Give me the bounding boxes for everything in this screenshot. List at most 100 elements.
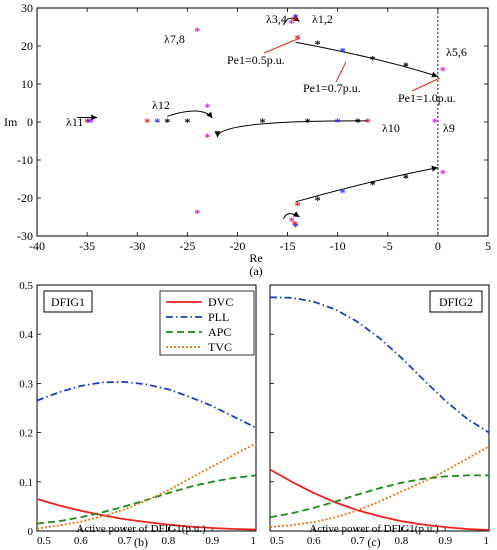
eigenvalue-marker: * — [315, 193, 321, 207]
eigenvalue-markers: * ******* ***************** * * * ******* — [84, 11, 446, 234]
eigenvalue-marker: * — [292, 218, 298, 232]
eigenvalue-marker: * — [289, 214, 295, 228]
series-line-tvc — [36, 442, 257, 530]
x-tick-label: 0.9 — [438, 535, 452, 547]
panel-caption: (a) — [249, 264, 262, 278]
x-tick-label: -10 — [330, 239, 346, 253]
eigenvalue-marker: * — [432, 115, 438, 129]
eigenvalue-marker: * — [440, 64, 446, 78]
label-lambda-34: λ3,4 — [266, 12, 287, 26]
eigenvalue-marker: * — [194, 206, 200, 220]
label-lambda-12-pair: λ1,2 — [312, 12, 333, 26]
x-axis-label: Active power of DFIG1(p.u.) — [76, 523, 206, 535]
legend-label-tvc: TVC — [208, 340, 232, 354]
axis-ticks: -40 -35 -30 -25 -20 -15 -10 -5 0 5 30 20 10 0 -10 -20 -3… — [17, 1, 491, 253]
eigenvalue-marker: * — [88, 115, 94, 129]
eigenvalue-marker: * — [365, 115, 371, 129]
eigenvalue-marker: * — [315, 37, 321, 51]
plot-frame — [36, 284, 257, 532]
x-tick-label: 1 — [251, 535, 257, 547]
series-line-apc — [269, 474, 489, 519]
x-tick-label: 0.7 — [351, 535, 365, 547]
annotation-pe1-0-5: Pe1=0.5p.u. — [227, 53, 285, 67]
eigenvalue-marker: * — [184, 115, 190, 129]
eigenvalue-marker: * — [204, 100, 210, 114]
x-tick-label: 1 — [484, 535, 490, 547]
title-box-label: DFIG2 — [439, 295, 473, 309]
y-tick-label: 20 — [21, 39, 33, 53]
label-lambda-10: λ10 — [382, 121, 400, 135]
title-box — [429, 290, 483, 313]
title-box — [43, 290, 93, 313]
series-line-dvc — [36, 498, 257, 531]
series-line-apc — [36, 474, 257, 525]
y-axis-label: Im — [4, 115, 18, 129]
axis-ticks: 0.5 0.6 0.7 0.8 0.9 1 — [269, 284, 490, 547]
eigenvalue-marker: * — [305, 115, 311, 129]
eigenvalue-marker: * — [440, 166, 446, 180]
y-tick-label: 0.2 — [19, 428, 33, 440]
legend-label-dvc: DVC — [208, 295, 233, 309]
x-tick-label: 0.8 — [395, 535, 409, 547]
x-tick-label: 0 — [435, 239, 441, 253]
series-line-pll — [36, 380, 257, 429]
arrow-lambda-34-lower — [283, 211, 300, 220]
eigenvalue-marker: * — [154, 115, 160, 129]
arrow-lower-branch — [295, 165, 438, 203]
eigenvalue-marker: * — [86, 115, 92, 129]
annotation-pe1-1-0: Pe1=1.0p.u. — [398, 91, 456, 105]
y-tick-label: 0 — [28, 526, 34, 538]
y-tick-label: -20 — [17, 191, 33, 205]
label-lambda-56: λ5,6 — [446, 45, 467, 59]
eigenvalue-marker: * — [293, 11, 299, 25]
label-lambda-12: λ12 — [152, 98, 170, 112]
x-tick-label: 0.9 — [205, 535, 219, 547]
x-tick-label: -15 — [280, 239, 296, 253]
series-line-dvc — [269, 468, 490, 531]
dfig1-participation-plot: 0.5 0.6 0.7 0.8 0.9 1 0 0.1 0.2 0.3 0.4 0.5 DFIG1 D… — [19, 280, 257, 549]
eigenvalue-marker: * — [370, 178, 376, 192]
legend-box — [159, 290, 255, 356]
dfig2-participation-plot: 0.5 0.6 0.7 0.8 0.9 1 DFIG2 Active power of D… — [269, 284, 490, 549]
annotation-pe1-0-7: Pe1=0.7p.u. — [303, 81, 361, 95]
eigenvalue-marker: * — [355, 115, 361, 129]
x-axis-label: Active power of DFIG1(p.u.) — [309, 523, 439, 535]
axis-ticks: 0.5 0.6 0.7 0.8 0.9 1 0 0.1 0.2 0.3 0.4 0.5 — [19, 280, 257, 547]
x-tick-label: 0.5 — [270, 535, 284, 547]
eigenvalue-marker: * — [260, 115, 266, 129]
eigenvalue-marker: * — [340, 185, 346, 199]
y-tick-label: 0 — [27, 115, 33, 129]
annotation-pointer-1-0 — [411, 77, 441, 92]
eigenvalue-plot: -40 -35 -30 -25 -20 -15 -10 -5 0 5 30 20 10 0 -10 -20 -3… — [4, 1, 491, 278]
eigenvalue-marker: * — [144, 115, 150, 129]
x-tick-label: 0.6 — [74, 535, 88, 547]
eigenvalue-marker: * — [295, 31, 301, 45]
eigenvalue-marker: * — [194, 24, 200, 38]
y-tick-label: 30 — [21, 1, 33, 15]
x-axis-label: Re — [249, 251, 262, 265]
eigenvalue-marker: * — [293, 220, 299, 234]
arrow-lambda-10 — [214, 120, 368, 138]
eigenvalue-marker: * — [340, 45, 346, 59]
x-tick-label: 0.5 — [37, 535, 51, 547]
x-tick-label: 0.6 — [307, 535, 321, 547]
legend-label-apc: APC — [208, 325, 231, 339]
y-tick-label: 0.1 — [19, 477, 33, 489]
eigenvalue-marker: * — [164, 115, 170, 129]
y-tick-label: 10 — [21, 77, 33, 91]
legend-label-pll: PLL — [208, 310, 229, 324]
x-tick-label: 0.7 — [118, 535, 132, 547]
x-tick-label: -35 — [79, 239, 95, 253]
title-box-label: DFIG1 — [51, 295, 85, 309]
x-tick-label: -40 — [29, 239, 45, 253]
annotation-pointer-0-5 — [263, 37, 301, 54]
arrow-lambda-12 — [167, 110, 213, 119]
trajectory-arrows — [77, 15, 439, 220]
eigenvalue-marker: * — [204, 130, 210, 144]
label-lambda-9: λ9 — [443, 121, 455, 135]
x-tick-label: 5 — [485, 239, 491, 253]
eigenvalue-marker: * — [84, 115, 90, 129]
eigenvalue-marker: * — [403, 59, 409, 73]
